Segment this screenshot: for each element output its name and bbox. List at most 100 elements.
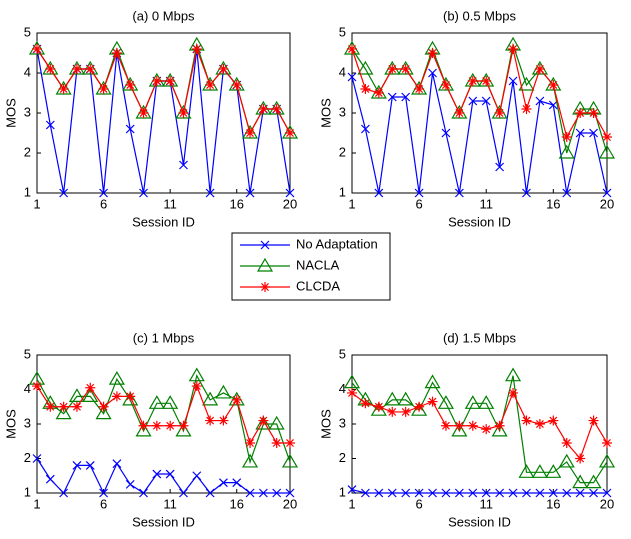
marker-shape <box>218 478 228 488</box>
marker <box>218 478 228 488</box>
marker <box>192 471 202 481</box>
marker <box>589 488 599 498</box>
marker <box>384 391 401 406</box>
marker <box>495 162 505 172</box>
marker-shape <box>411 402 428 416</box>
marker <box>268 415 285 430</box>
marker-shape <box>111 48 122 58</box>
marker <box>205 188 215 198</box>
marker <box>242 453 259 468</box>
marker-shape <box>370 402 387 416</box>
legend-box <box>231 232 391 301</box>
marker-shape <box>548 80 559 90</box>
marker-shape <box>495 162 505 172</box>
marker <box>165 469 175 479</box>
marker <box>602 488 612 498</box>
marker <box>373 88 384 98</box>
marker <box>545 464 562 478</box>
marker <box>68 388 85 402</box>
marker <box>148 395 165 409</box>
marker-shape <box>495 488 505 498</box>
x-tick-label: 1 <box>348 496 355 511</box>
marker <box>534 419 545 429</box>
marker <box>45 401 56 412</box>
y-tick-label: 5 <box>339 346 346 361</box>
marker <box>82 388 99 402</box>
marker <box>360 488 370 498</box>
marker <box>534 64 545 74</box>
marker-shape <box>468 488 478 498</box>
marker <box>98 401 109 412</box>
marker-shape <box>258 488 268 498</box>
marker-shape <box>545 464 562 478</box>
marker-shape <box>55 405 72 420</box>
marker <box>535 488 545 498</box>
marker <box>602 437 612 448</box>
marker-shape <box>191 44 202 54</box>
marker <box>427 396 438 407</box>
marker-shape <box>72 460 82 470</box>
marker-shape <box>347 387 357 398</box>
marker <box>440 80 451 90</box>
marker <box>32 454 42 463</box>
marker-shape <box>589 128 599 138</box>
marker-shape <box>202 391 219 406</box>
marker-shape <box>151 76 162 86</box>
marker-shape <box>575 453 586 464</box>
y-tick-label: 4 <box>339 64 346 79</box>
marker-shape <box>598 453 616 468</box>
marker-shape <box>414 488 424 498</box>
marker-shape <box>464 395 481 409</box>
marker <box>59 488 69 498</box>
marker-shape <box>85 382 96 393</box>
marker <box>387 488 397 498</box>
marker <box>508 387 519 398</box>
marker-shape <box>125 479 135 489</box>
marker <box>357 60 374 75</box>
marker <box>481 424 492 435</box>
marker-shape <box>481 488 491 498</box>
marker-shape <box>373 88 384 98</box>
marker-shape <box>260 240 270 250</box>
marker-shape <box>374 188 384 198</box>
marker-shape <box>588 108 599 118</box>
marker <box>71 401 82 412</box>
x-tick-label: 20 <box>283 196 297 211</box>
marker-shape <box>85 460 95 470</box>
series-line <box>36 374 291 465</box>
marker-shape <box>518 76 535 91</box>
x-tick-label: 16 <box>230 196 244 211</box>
x-tick-label: 11 <box>163 496 177 511</box>
marker <box>598 144 616 159</box>
marker-shape <box>99 188 109 198</box>
y-tick-label: 2 <box>24 144 31 159</box>
marker-shape <box>481 96 491 106</box>
marker-shape <box>151 420 162 431</box>
marker-shape <box>59 188 69 198</box>
marker <box>374 188 384 198</box>
marker <box>72 460 82 470</box>
marker-shape <box>138 420 149 431</box>
marker-shape <box>588 415 599 426</box>
marker-shape <box>256 257 274 272</box>
marker-shape <box>205 188 215 198</box>
marker-shape <box>272 488 282 498</box>
marker-shape <box>505 367 522 382</box>
marker-shape <box>268 415 285 430</box>
marker <box>232 478 242 488</box>
marker-shape <box>85 64 96 74</box>
marker <box>32 44 42 54</box>
marker-shape <box>343 374 361 389</box>
marker-shape <box>178 108 189 118</box>
marker <box>111 48 122 58</box>
marker-shape <box>548 100 558 110</box>
marker <box>55 405 72 420</box>
marker-shape <box>467 76 478 86</box>
marker <box>548 80 559 90</box>
marker-shape <box>360 124 370 134</box>
marker <box>151 420 162 431</box>
y-tick-label: 3 <box>339 415 346 430</box>
marker <box>414 488 424 498</box>
subplot-title: (b) 0.5 Mbps <box>443 8 516 23</box>
marker-shape <box>508 387 519 398</box>
